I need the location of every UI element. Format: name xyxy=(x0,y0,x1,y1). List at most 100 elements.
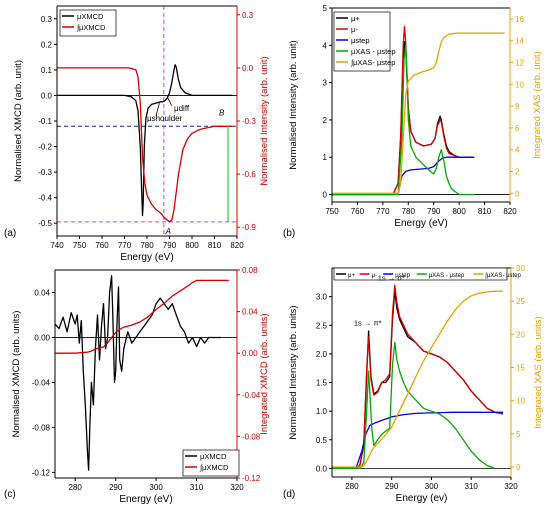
y-tick-label: -0.1 xyxy=(38,117,52,126)
x-tick-label: 280 xyxy=(69,483,83,492)
x-tick-label: 320 xyxy=(230,483,244,492)
x-tick-label: 310 xyxy=(465,482,479,491)
y-tick-label-right: 6 xyxy=(515,124,520,133)
legend: μXMCD ∫μXMCD xyxy=(182,449,240,477)
y-tick-label-right: 12 xyxy=(515,58,524,67)
y-tick-label-right: 0.0 xyxy=(242,64,254,73)
y-tick-label-right: 5 xyxy=(516,430,521,439)
annotation-diff: μdiff xyxy=(174,104,190,113)
x-tick-label: 800 xyxy=(452,207,466,216)
series-line-1 xyxy=(57,67,233,223)
x-axis-label: Energy (eV) xyxy=(119,494,172,505)
y-tick-label-right: 20 xyxy=(516,330,525,339)
y-tick-label-right: 25 xyxy=(516,297,525,306)
y-tick-label-right: 15 xyxy=(516,364,525,373)
legend-item-1: ∫μXMCD xyxy=(76,23,106,32)
y-tick-label: 0.5 xyxy=(316,436,328,445)
y-tick-label: -0.3 xyxy=(38,168,52,177)
legend-item-0: μXMCD xyxy=(77,12,104,21)
legend: μ+ μ-μstep μXAS - μstep ∫μXAS- μstep xyxy=(333,11,396,72)
y-tick-label: 2.0 xyxy=(316,350,328,359)
y-tick-label: 0.04 xyxy=(34,288,50,297)
series-group xyxy=(332,26,505,196)
x-tick-label: 750 xyxy=(73,241,87,250)
x-tick-label: 310 xyxy=(190,483,204,492)
annotation-A: A xyxy=(165,227,171,236)
series-line-1 xyxy=(332,284,504,470)
x-tick-label: 760 xyxy=(351,207,365,216)
series-line-2 xyxy=(332,411,503,470)
legend: μXMCD ∫μXMCD xyxy=(59,9,117,37)
y-tick-label: 2.5 xyxy=(316,321,328,330)
legend-item-0: μXMCD xyxy=(200,452,227,461)
series-line-1 xyxy=(332,26,475,196)
x-tick-label: 800 xyxy=(185,241,199,250)
y-tick-label-right: 0.08 xyxy=(242,266,258,275)
legend-item-1: ∫μXMCD xyxy=(199,463,229,472)
y-tick-label: -0.2 xyxy=(38,143,52,152)
y-tick-label-right: 8 xyxy=(515,102,520,111)
y-axis-label-right: Integrated XAS (arb. units) xyxy=(533,316,544,428)
annotation-shoulder-arrow xyxy=(155,103,160,116)
x-tick-label: 810 xyxy=(208,241,222,250)
y-tick-label: 3 xyxy=(323,79,328,88)
legend-item-1: μ- xyxy=(372,273,377,279)
x-tick-label: 810 xyxy=(478,207,492,216)
y-tick-label-right: -0.08 xyxy=(242,432,261,441)
series-group xyxy=(57,64,233,223)
x-axis-label: Energy (ev) xyxy=(396,493,448,504)
series-group xyxy=(332,284,504,470)
series-line-4 xyxy=(332,290,503,468)
y-tick-label-right: 0 xyxy=(516,463,521,472)
panel-d: 280 290 300 310 320 0.0 0.5 1.0 1.5 2.0 2.5 3.0 0 5 10… xyxy=(283,264,544,504)
x-tick-label: 300 xyxy=(425,482,439,491)
x-tick-label: 300 xyxy=(149,483,163,492)
legend-item-0: μ+ xyxy=(348,273,355,279)
y-tick-label-right: -0.9 xyxy=(242,223,256,232)
legend-item-2: μstep xyxy=(351,36,370,45)
y-tick-label: 1.5 xyxy=(316,379,328,388)
y-tick-label: 0 xyxy=(323,191,328,200)
y-tick-label-right: -0.3 xyxy=(242,117,256,126)
x-tick-label: 790 xyxy=(427,207,441,216)
y-tick-label-right: 0.04 xyxy=(242,308,258,317)
y-tick-label: 0.3 xyxy=(41,15,53,24)
series-group xyxy=(55,274,229,471)
series-line-3 xyxy=(332,341,496,470)
y-tick-label-right: 0.3 xyxy=(242,11,254,20)
legend-item-0: μ+ xyxy=(351,14,360,23)
y-tick-label: 4 xyxy=(323,41,328,50)
y-tick-label-right: 30 xyxy=(516,264,525,273)
panel-label: (a) xyxy=(4,228,16,239)
x-tick-label: 770 xyxy=(376,207,390,216)
legend-item-3: μXAS - μstep xyxy=(429,273,465,279)
panel-label: (d) xyxy=(283,489,295,500)
annotation-sigma: 1s → σ* xyxy=(378,274,405,283)
y-axis-label-right: Integrated XMCD (arb. units) xyxy=(259,313,270,434)
y-axis-label-right: Integrated XAS (arb. unit) xyxy=(532,51,543,159)
y-tick-label: 0.2 xyxy=(41,40,53,49)
panel-label: (b) xyxy=(283,228,295,239)
x-tick-label: 290 xyxy=(385,482,399,491)
y-tick-label-right: -0.12 xyxy=(242,474,261,483)
y-tick-label: 1 xyxy=(323,153,328,162)
y-axis-label: Normalised XMCD (arb. unit) xyxy=(13,60,24,182)
y-tick-label-right: -0.04 xyxy=(242,391,261,400)
annotation-diff-arrow xyxy=(166,96,173,106)
x-tick-label: 780 xyxy=(140,241,154,250)
y-axis-label: Normalised Intensity (arb. units) xyxy=(288,305,299,439)
annotation-shoulder: μshoulder xyxy=(147,114,183,123)
y-tick-label: 3.0 xyxy=(316,293,328,302)
x-tick-label: 780 xyxy=(402,207,416,216)
legend-item-4: ∫μXAS- μstep xyxy=(350,58,395,67)
legend-box xyxy=(59,9,117,37)
y-tick-label-right: 0.00 xyxy=(242,349,258,358)
y-tick-label: 5 xyxy=(323,4,328,13)
x-tick-label: 820 xyxy=(230,241,244,250)
legend-item-1: μ- xyxy=(351,25,358,34)
y-axis-label: Normalised Intensity (arb. unit) xyxy=(288,40,299,169)
y-tick-label: 0.0 xyxy=(316,464,328,473)
series-line-4 xyxy=(332,32,505,194)
y-tick-label: 0.0 xyxy=(41,91,53,100)
